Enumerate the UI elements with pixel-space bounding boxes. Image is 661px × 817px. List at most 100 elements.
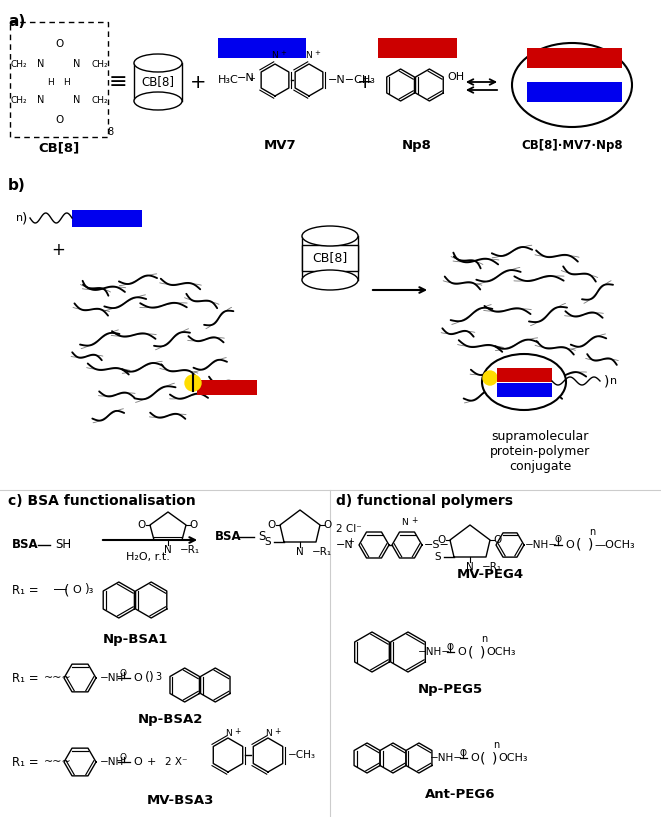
Text: −NH−: −NH− <box>430 753 463 763</box>
Text: 8: 8 <box>107 127 113 137</box>
Bar <box>72 210 142 227</box>
Text: O: O <box>494 535 502 545</box>
Text: (: ( <box>64 583 69 597</box>
Text: d) functional polymers: d) functional polymers <box>336 494 513 508</box>
Bar <box>378 38 457 58</box>
Text: CH₂: CH₂ <box>11 60 27 69</box>
Text: MV-BSA3: MV-BSA3 <box>146 793 214 806</box>
Text: 3: 3 <box>155 672 161 682</box>
Text: +: + <box>51 241 65 259</box>
Text: +: + <box>411 516 417 525</box>
Text: CB[8]: CB[8] <box>38 141 79 154</box>
Text: ~~~: ~~~ <box>44 757 72 767</box>
Text: OH: OH <box>447 72 464 82</box>
Text: −NH: −NH <box>100 673 124 683</box>
Text: n: n <box>493 740 499 750</box>
Text: −S−: −S− <box>424 540 450 550</box>
Bar <box>527 48 622 68</box>
Text: ): ) <box>588 538 594 552</box>
Text: (: ( <box>576 538 582 552</box>
Text: S: S <box>435 552 442 562</box>
Text: b): b) <box>8 178 26 193</box>
Ellipse shape <box>302 226 358 246</box>
Text: MV7: MV7 <box>264 139 296 151</box>
Text: H₂O, r.t.: H₂O, r.t. <box>126 552 170 562</box>
Text: O: O <box>459 748 467 757</box>
Text: O: O <box>324 520 332 530</box>
Text: O: O <box>457 647 466 657</box>
Text: H₃C: H₃C <box>218 75 239 85</box>
Text: +: + <box>234 727 241 736</box>
Text: Np-BSA2: Np-BSA2 <box>137 713 203 726</box>
Text: ~~~: ~~~ <box>44 673 72 683</box>
Text: O: O <box>555 535 561 544</box>
Text: S: S <box>264 537 271 547</box>
Bar <box>527 82 622 102</box>
Text: O: O <box>55 115 63 125</box>
Text: ―: ― <box>54 583 67 596</box>
Bar <box>527 48 622 68</box>
Text: O: O <box>190 520 198 530</box>
Text: n: n <box>17 213 24 223</box>
Text: OCH₃: OCH₃ <box>486 647 516 657</box>
Text: +: + <box>248 74 255 83</box>
Bar <box>527 82 622 102</box>
Bar <box>497 383 552 397</box>
Ellipse shape <box>134 54 182 72</box>
Text: +: + <box>190 73 206 92</box>
Text: c) BSA functionalisation: c) BSA functionalisation <box>8 494 196 508</box>
Text: SH: SH <box>55 538 71 551</box>
Text: O: O <box>72 585 81 595</box>
Text: N: N <box>164 545 172 555</box>
Text: −N: −N <box>336 540 354 550</box>
Text: ): ) <box>492 751 497 765</box>
Text: ): ) <box>22 211 28 225</box>
Text: +: + <box>357 73 373 92</box>
Text: +: + <box>280 50 286 56</box>
Text: −N: −N <box>237 73 254 83</box>
Text: CH₂: CH₂ <box>11 96 27 105</box>
Text: N: N <box>37 59 45 69</box>
Text: OCH₃: OCH₃ <box>498 753 527 763</box>
Bar <box>497 383 552 397</box>
Ellipse shape <box>512 43 632 127</box>
Text: +: + <box>274 727 280 736</box>
Circle shape <box>483 371 497 385</box>
Text: n: n <box>610 376 617 386</box>
Text: +: + <box>314 50 320 56</box>
Text: (: ( <box>480 751 485 765</box>
Text: O: O <box>470 753 479 763</box>
Text: S: S <box>258 530 265 543</box>
Text: CB[8]·MV7·Np8: CB[8]·MV7·Np8 <box>521 139 623 151</box>
Bar <box>302 245 358 271</box>
Text: N: N <box>73 59 81 69</box>
Text: N: N <box>296 547 304 557</box>
Text: N: N <box>272 51 278 60</box>
Bar <box>497 368 552 382</box>
Bar <box>10 22 108 137</box>
Text: 2 X⁻: 2 X⁻ <box>165 757 188 767</box>
Text: O: O <box>120 669 127 678</box>
Text: −R₁: −R₁ <box>180 545 200 555</box>
Text: −NH−: −NH− <box>418 647 451 657</box>
Text: N: N <box>402 518 408 527</box>
Text: −NH: −NH <box>100 757 124 767</box>
Text: CB[8]: CB[8] <box>313 252 348 265</box>
Text: (: ( <box>468 645 473 659</box>
Text: −N−CH₃: −N−CH₃ <box>328 75 376 85</box>
Text: CH₂: CH₂ <box>91 60 108 69</box>
Text: BSA: BSA <box>12 538 38 551</box>
Text: R₁ =: R₁ = <box>12 756 38 769</box>
Text: n: n <box>481 634 487 644</box>
Text: Np-PEG5: Np-PEG5 <box>418 684 483 697</box>
Text: 2 Cl⁻: 2 Cl⁻ <box>336 524 362 534</box>
Text: n: n <box>589 527 596 537</box>
Text: O: O <box>268 520 276 530</box>
Bar <box>197 380 257 395</box>
Text: O: O <box>565 540 574 550</box>
Text: O: O <box>133 673 141 683</box>
Text: N: N <box>466 562 474 572</box>
Text: N: N <box>225 729 231 738</box>
Text: MV-PEG4: MV-PEG4 <box>457 569 524 582</box>
Text: −R₁: −R₁ <box>482 562 502 572</box>
